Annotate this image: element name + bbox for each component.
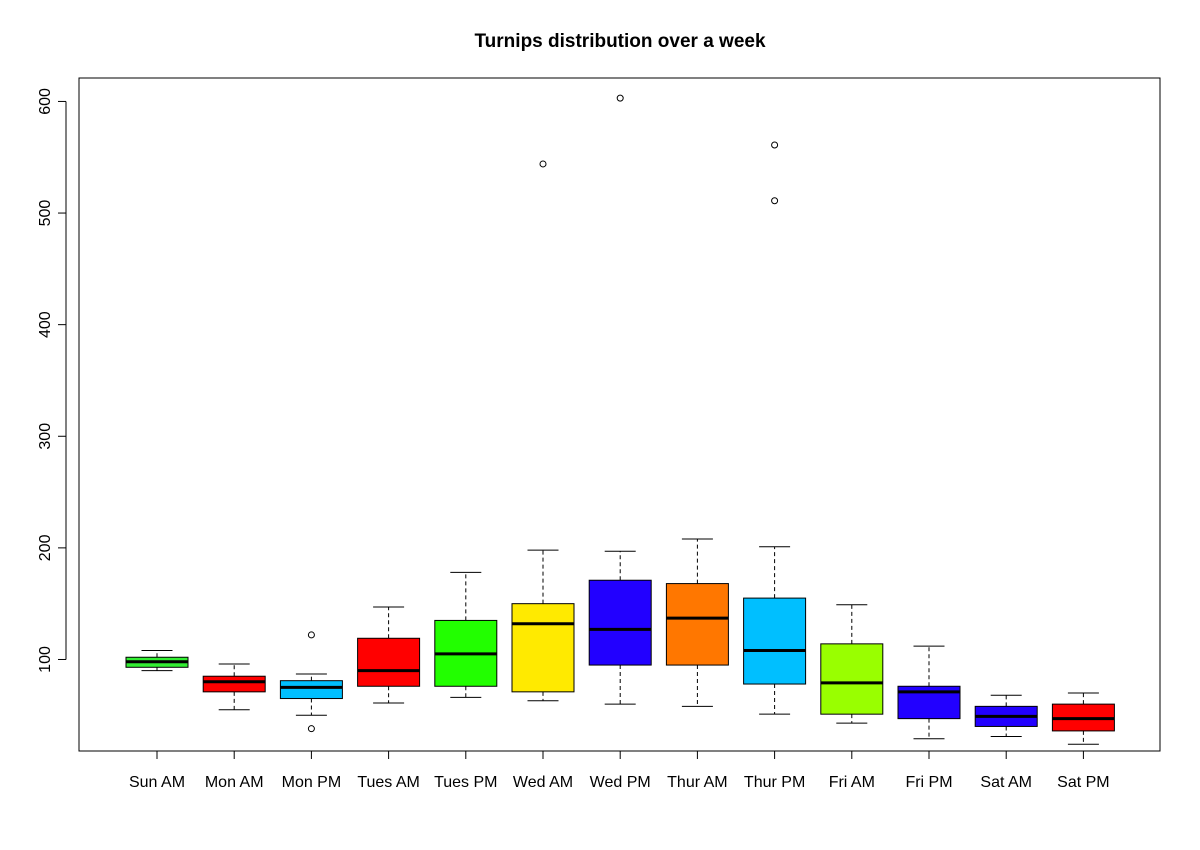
x-tick-label: Thur PM bbox=[744, 774, 805, 791]
outlier-point bbox=[539, 160, 547, 168]
box bbox=[588, 579, 652, 666]
box-group bbox=[820, 604, 884, 724]
x-tick-label: Sun AM bbox=[129, 774, 185, 791]
outlier-point bbox=[616, 94, 624, 102]
box bbox=[357, 637, 421, 687]
x-tick-label: Mon PM bbox=[282, 774, 342, 791]
box bbox=[279, 680, 343, 700]
y-tick-label: 300 bbox=[37, 423, 54, 450]
x-tick-label: Tues PM bbox=[434, 774, 497, 791]
outlier-point bbox=[771, 141, 779, 149]
box-group bbox=[1051, 692, 1115, 745]
y-tick-label: 100 bbox=[37, 646, 54, 673]
box-group bbox=[974, 694, 1038, 737]
box-group bbox=[357, 606, 421, 704]
chart-title: Turnips distribution over a week bbox=[474, 31, 765, 52]
x-tick-label: Sat PM bbox=[1057, 774, 1109, 791]
x-tick-label: Sat AM bbox=[980, 774, 1032, 791]
box-group bbox=[665, 538, 729, 707]
x-tick-label: Wed PM bbox=[590, 774, 651, 791]
box-group bbox=[743, 141, 807, 715]
x-tick-label: Mon AM bbox=[205, 774, 264, 791]
boxes-layer bbox=[125, 94, 1115, 745]
y-tick-label: 400 bbox=[37, 311, 54, 338]
box-group bbox=[202, 663, 266, 711]
box-group bbox=[434, 571, 498, 698]
box-group bbox=[511, 160, 575, 702]
box-group bbox=[897, 645, 961, 740]
box-group bbox=[279, 631, 343, 733]
y-tick-label: 600 bbox=[37, 88, 54, 115]
x-tick-label: Tues AM bbox=[357, 774, 420, 791]
box bbox=[743, 597, 807, 685]
box-group bbox=[588, 94, 652, 705]
box bbox=[202, 675, 266, 693]
x-tick-label: Fri AM bbox=[829, 774, 875, 791]
box-group bbox=[125, 650, 189, 672]
x-tick-label: Fri PM bbox=[905, 774, 952, 791]
box bbox=[665, 583, 729, 666]
box bbox=[820, 643, 884, 715]
x-axis: Sun AM Mon AM Mon PM Tues AM Tues PM Wed AM We… bbox=[129, 750, 1110, 791]
outlier-point bbox=[307, 631, 315, 639]
outlier-point bbox=[307, 725, 315, 733]
x-tick-label: Thur AM bbox=[667, 774, 727, 791]
y-tick-label: 200 bbox=[37, 534, 54, 561]
y-tick-label: 500 bbox=[37, 200, 54, 227]
box bbox=[511, 603, 575, 693]
x-tick-label: Wed AM bbox=[513, 774, 573, 791]
outlier-point bbox=[771, 197, 779, 205]
y-axis: 100 200 300 400 500 600 bbox=[37, 88, 67, 673]
